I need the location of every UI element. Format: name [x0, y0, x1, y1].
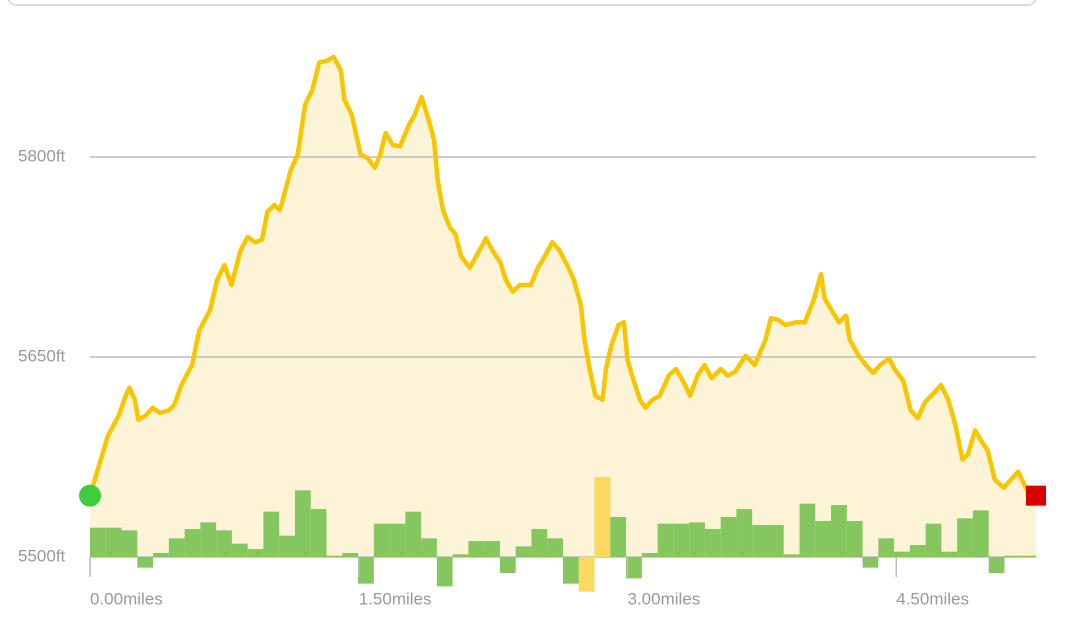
grade-bar: [499, 557, 516, 573]
grade-bar: [578, 557, 595, 592]
grade-bar: [988, 557, 1005, 573]
grade-bar: [168, 538, 185, 557]
grade-bar: [704, 529, 721, 557]
grade-bar: [1020, 555, 1036, 557]
grade-bar: [972, 510, 989, 557]
elevation-line: [87, 54, 1038, 498]
grade-bar: [1004, 555, 1021, 557]
grade-bar: [831, 505, 847, 557]
grade-bar: [342, 553, 359, 557]
grade-bar: [689, 522, 705, 557]
grade-bar: [783, 554, 800, 557]
grade-bar: [610, 517, 627, 557]
grade-bar: [153, 553, 169, 557]
grade-bar: [263, 511, 280, 557]
grade-bar: [720, 517, 737, 557]
grade-bar: [452, 554, 469, 557]
grade-bar: [515, 546, 532, 557]
grade-bar: [184, 529, 201, 557]
x-tick-label: 4.50miles: [896, 589, 969, 608]
grade-bar: [373, 523, 390, 557]
grade-bar: [326, 555, 343, 557]
top-bar: [7, 0, 1037, 6]
grade-bar: [105, 527, 122, 557]
grade-bar: [294, 490, 311, 557]
grade-bar: [310, 509, 327, 557]
grade-bar: [878, 538, 895, 557]
grade-bar: [436, 557, 453, 587]
grade-bar: [894, 551, 910, 557]
grade-bar: [468, 541, 485, 557]
x-tick-label: 1.50miles: [359, 589, 432, 608]
area-fill: [90, 57, 1036, 557]
y-tick-label: 5500ft: [18, 546, 66, 565]
grade-bar: [925, 523, 942, 557]
y-tick-label: 5650ft: [18, 346, 66, 365]
grade-bar: [862, 557, 879, 568]
grade-bar: [736, 509, 753, 557]
grade-bar: [421, 538, 437, 557]
grade-bar: [200, 522, 217, 557]
grade-bar: [531, 529, 548, 557]
grade-bar: [657, 523, 674, 557]
start-marker: [79, 484, 101, 507]
grade-bar: [231, 543, 248, 557]
grade-bar: [957, 518, 973, 557]
grade-bar: [799, 503, 816, 557]
grade-bar: [279, 535, 295, 557]
grade-bar: [641, 553, 658, 557]
x-tick-label: 0.00miles: [90, 589, 163, 608]
x-tick-label: 3.00miles: [628, 589, 701, 608]
y-tick-label: 5800ft: [18, 146, 66, 165]
grade-bar: [846, 521, 863, 557]
grade-bar: [389, 523, 406, 557]
grade-bar: [247, 549, 264, 557]
grade-bar: [673, 523, 690, 557]
grade-bar: [90, 527, 106, 557]
grade-bar: [216, 530, 232, 557]
grade-bar: [563, 557, 579, 584]
grade-bar: [767, 525, 784, 557]
grade-bar: [752, 525, 768, 557]
end-marker: [1026, 485, 1046, 506]
grade-bar: [594, 477, 611, 557]
grade-bar: [815, 521, 832, 557]
grade-bar: [358, 557, 374, 584]
grade-bar: [626, 557, 642, 579]
grade-bar: [909, 545, 926, 557]
grade-bar: [484, 541, 500, 557]
grade-bar: [121, 530, 138, 557]
grade-bar: [941, 551, 958, 557]
grade-bar: [137, 557, 154, 568]
grade-bar: [547, 538, 563, 557]
grade-bar: [405, 511, 422, 557]
